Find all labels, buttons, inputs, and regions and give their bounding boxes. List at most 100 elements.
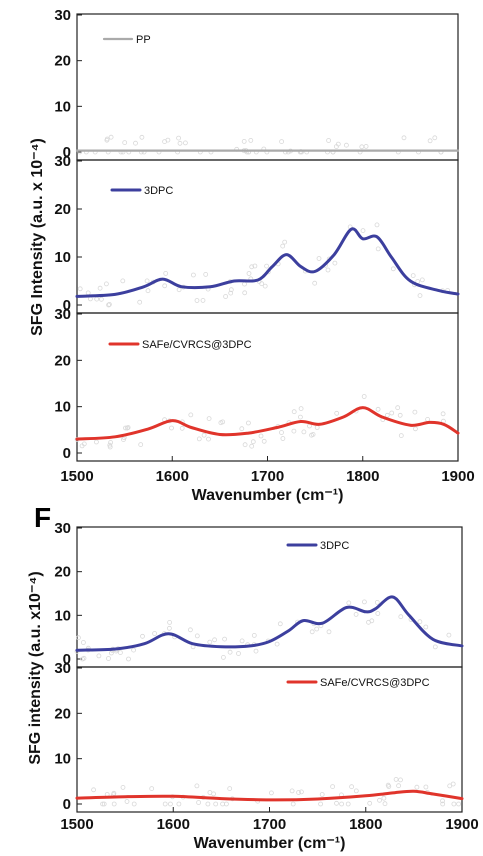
- data-point: [194, 783, 200, 789]
- data-point: [319, 792, 325, 797]
- data-point: [412, 426, 418, 432]
- series-line-3dpc: [75, 595, 464, 652]
- data-point: [139, 134, 145, 140]
- data-point: [81, 640, 86, 645]
- raw-data-points: [77, 222, 451, 308]
- legend-label: 3DPC: [144, 185, 173, 197]
- data-point: [124, 799, 130, 804]
- y-tick-label: 10: [54, 751, 71, 768]
- data-point: [296, 790, 302, 795]
- data-point: [108, 134, 114, 140]
- data-point: [412, 409, 418, 415]
- data-point: [239, 426, 245, 432]
- data-point: [242, 281, 247, 287]
- data-point: [298, 406, 304, 412]
- data-point: [220, 801, 226, 807]
- data-point: [133, 140, 138, 146]
- data-point: [253, 648, 259, 654]
- y-tick-label: 20: [54, 53, 71, 70]
- data-point: [101, 801, 107, 807]
- data-point: [99, 296, 104, 302]
- data-point: [312, 280, 318, 286]
- panel-3: 0 10 20 30 SAFe/CVRCS@3DPC: [54, 306, 460, 462]
- data-point: [395, 405, 401, 411]
- data-point: [236, 651, 241, 656]
- series-line-safe-cvrcs-3dpc: [75, 406, 460, 441]
- data-point: [162, 801, 168, 807]
- data-point: [277, 621, 283, 627]
- y-axis-label: SFG Intensity (a.u. x 10⁻⁴): [29, 138, 46, 336]
- data-point: [316, 256, 322, 261]
- chart-2: 0 10 20 30 3DPC 0 10 20 30 SAFe/CVRCS@3DPC 1500 160…: [27, 502, 479, 852]
- data-point: [96, 653, 102, 659]
- data-point: [241, 138, 247, 144]
- data-point: [228, 290, 234, 296]
- data-point: [222, 636, 228, 642]
- data-point: [390, 266, 396, 272]
- data-point: [450, 781, 456, 787]
- data-point: [80, 656, 85, 662]
- data-point: [289, 788, 295, 794]
- data-point: [398, 614, 404, 620]
- data-point: [282, 239, 288, 245]
- data-point: [423, 624, 429, 630]
- data-point: [314, 425, 320, 430]
- data-point: [382, 801, 388, 807]
- data-point: [353, 612, 359, 617]
- data-point: [163, 270, 169, 276]
- data-point: [353, 788, 359, 794]
- data-point: [107, 442, 113, 448]
- data-point: [346, 600, 352, 606]
- data-point: [417, 293, 423, 299]
- data-point: [196, 436, 202, 442]
- y-tick-label: 0: [63, 297, 71, 314]
- data-point: [262, 283, 268, 289]
- y-tick-label: 30: [54, 7, 71, 24]
- data-point: [194, 633, 200, 639]
- y-tick-label: 30: [54, 520, 71, 537]
- data-point: [456, 801, 462, 807]
- data-point: [182, 140, 188, 146]
- data-point: [361, 599, 367, 605]
- panel-2: 0 10 20 30 SAFe/CVRCS@3DPC: [54, 660, 464, 813]
- data-point: [206, 416, 212, 422]
- x-tick-label: 1600: [156, 468, 189, 485]
- data-point: [104, 136, 110, 142]
- data-point: [179, 425, 185, 431]
- legend-label: SAFe/CVRCS@3DPC: [320, 677, 430, 689]
- data-point: [440, 798, 445, 804]
- data-point: [152, 631, 158, 636]
- data-point: [280, 436, 286, 441]
- y-tick-label: 10: [54, 98, 71, 115]
- data-point: [176, 801, 182, 807]
- data-point: [375, 246, 381, 252]
- x-axis-label: Wavenumber (cm⁻¹): [194, 835, 346, 852]
- panel-frame: [76, 312, 459, 462]
- data-point: [325, 267, 331, 273]
- y-tick-label: 10: [54, 399, 71, 416]
- data-point: [419, 277, 425, 283]
- x-tick-label: 1700: [253, 816, 286, 833]
- data-point: [162, 283, 168, 289]
- data-point: [122, 140, 128, 146]
- data-point: [309, 629, 315, 635]
- y-tick-label: 20: [54, 352, 71, 369]
- data-point: [206, 436, 211, 442]
- data-point: [397, 412, 403, 418]
- data-point: [343, 142, 349, 148]
- data-point: [381, 795, 387, 801]
- data-point: [85, 290, 91, 296]
- panel-frame: [76, 13, 459, 161]
- data-point: [298, 789, 304, 795]
- data-point: [334, 410, 340, 416]
- data-point: [414, 784, 420, 790]
- data-point: [377, 797, 382, 803]
- data-point: [218, 420, 224, 426]
- legend-label: PP: [136, 34, 151, 46]
- y-tick-label: 20: [54, 201, 71, 218]
- data-point: [375, 611, 381, 616]
- data-point: [297, 414, 303, 420]
- data-point: [250, 439, 256, 445]
- series-line-3dpc: [75, 227, 460, 298]
- raw-data-points: [74, 599, 452, 662]
